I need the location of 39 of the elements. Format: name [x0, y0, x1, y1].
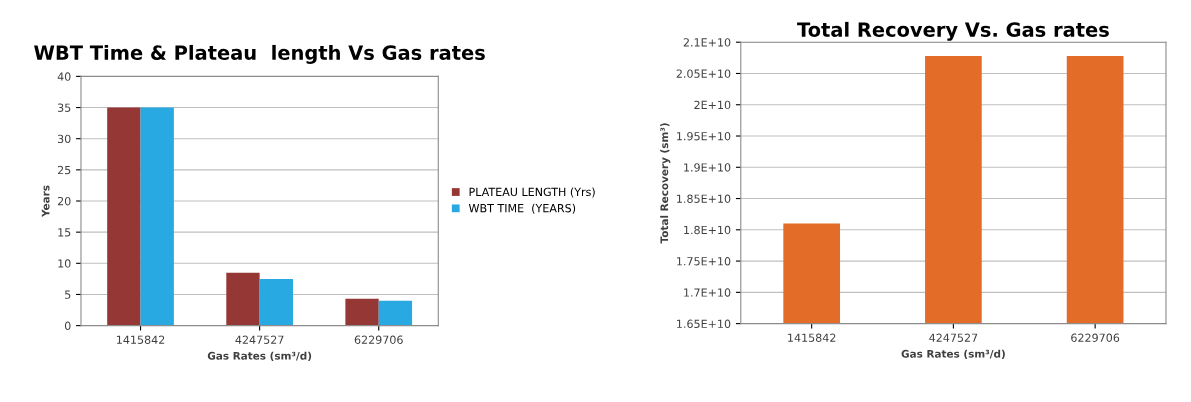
bar	[226, 272, 260, 326]
y-tick-label: 2.05E+10	[676, 69, 731, 78]
y-tick-label: 0	[64, 321, 71, 330]
y-tick-label: 35	[57, 103, 71, 112]
x-tick-label: 4247527	[235, 335, 284, 344]
x-tick-label: 6229706	[1071, 333, 1120, 342]
y-tick-label: 40	[57, 72, 71, 81]
y-tick-label: 10	[58, 259, 71, 268]
y-tick-label: 1.7E+10	[684, 288, 731, 297]
bar	[378, 300, 413, 326]
legend-label: PLATEAU LENGTH (Yrs)	[469, 187, 595, 198]
x-tick-label: 6229706	[354, 335, 403, 344]
y-tick-label: 30	[57, 134, 71, 144]
y-tick-label: 1.9E+10	[684, 163, 731, 172]
bar	[107, 107, 141, 326]
legend-label: WBT TIME (YEARS)	[468, 203, 576, 214]
y-axis-title: Years	[41, 185, 50, 218]
x-axis-title: Gas Rates (sm³/d)	[207, 351, 312, 361]
y-axis-title: Total Recovery (sm³)	[660, 123, 671, 244]
chart-title: WBT Time & Plateau length Vs Gas rates	[34, 44, 485, 64]
y-tick-label: 15	[58, 228, 71, 237]
x-tick-label: 1415842	[117, 335, 165, 344]
y-tick-label: 2E+10	[694, 100, 731, 110]
y-tick-label: 1.75E+10	[677, 257, 731, 266]
x-tick-label: 1415842	[788, 333, 836, 342]
chart-title: Total Recovery Vs. Gas rates	[797, 21, 1109, 41]
bar	[345, 298, 379, 326]
y-tick-label: 25	[57, 165, 71, 175]
y-tick-label: 1.85E+10	[677, 194, 731, 203]
y-tick-label: 5	[65, 290, 71, 299]
y-tick-label: 20	[57, 196, 71, 206]
x-tick-label: 4247527	[929, 333, 978, 342]
bar	[140, 107, 174, 326]
x-axis-title: Gas Rates (sm³/d)	[901, 349, 1005, 359]
bar	[259, 278, 293, 326]
y-tick-label: 1.8E+10	[684, 225, 731, 235]
y-tick-label: 1.65E+10	[677, 319, 731, 328]
y-tick-label: 2.1E+10	[683, 38, 731, 47]
y-tick-label: 1.95E+10	[677, 131, 731, 141]
